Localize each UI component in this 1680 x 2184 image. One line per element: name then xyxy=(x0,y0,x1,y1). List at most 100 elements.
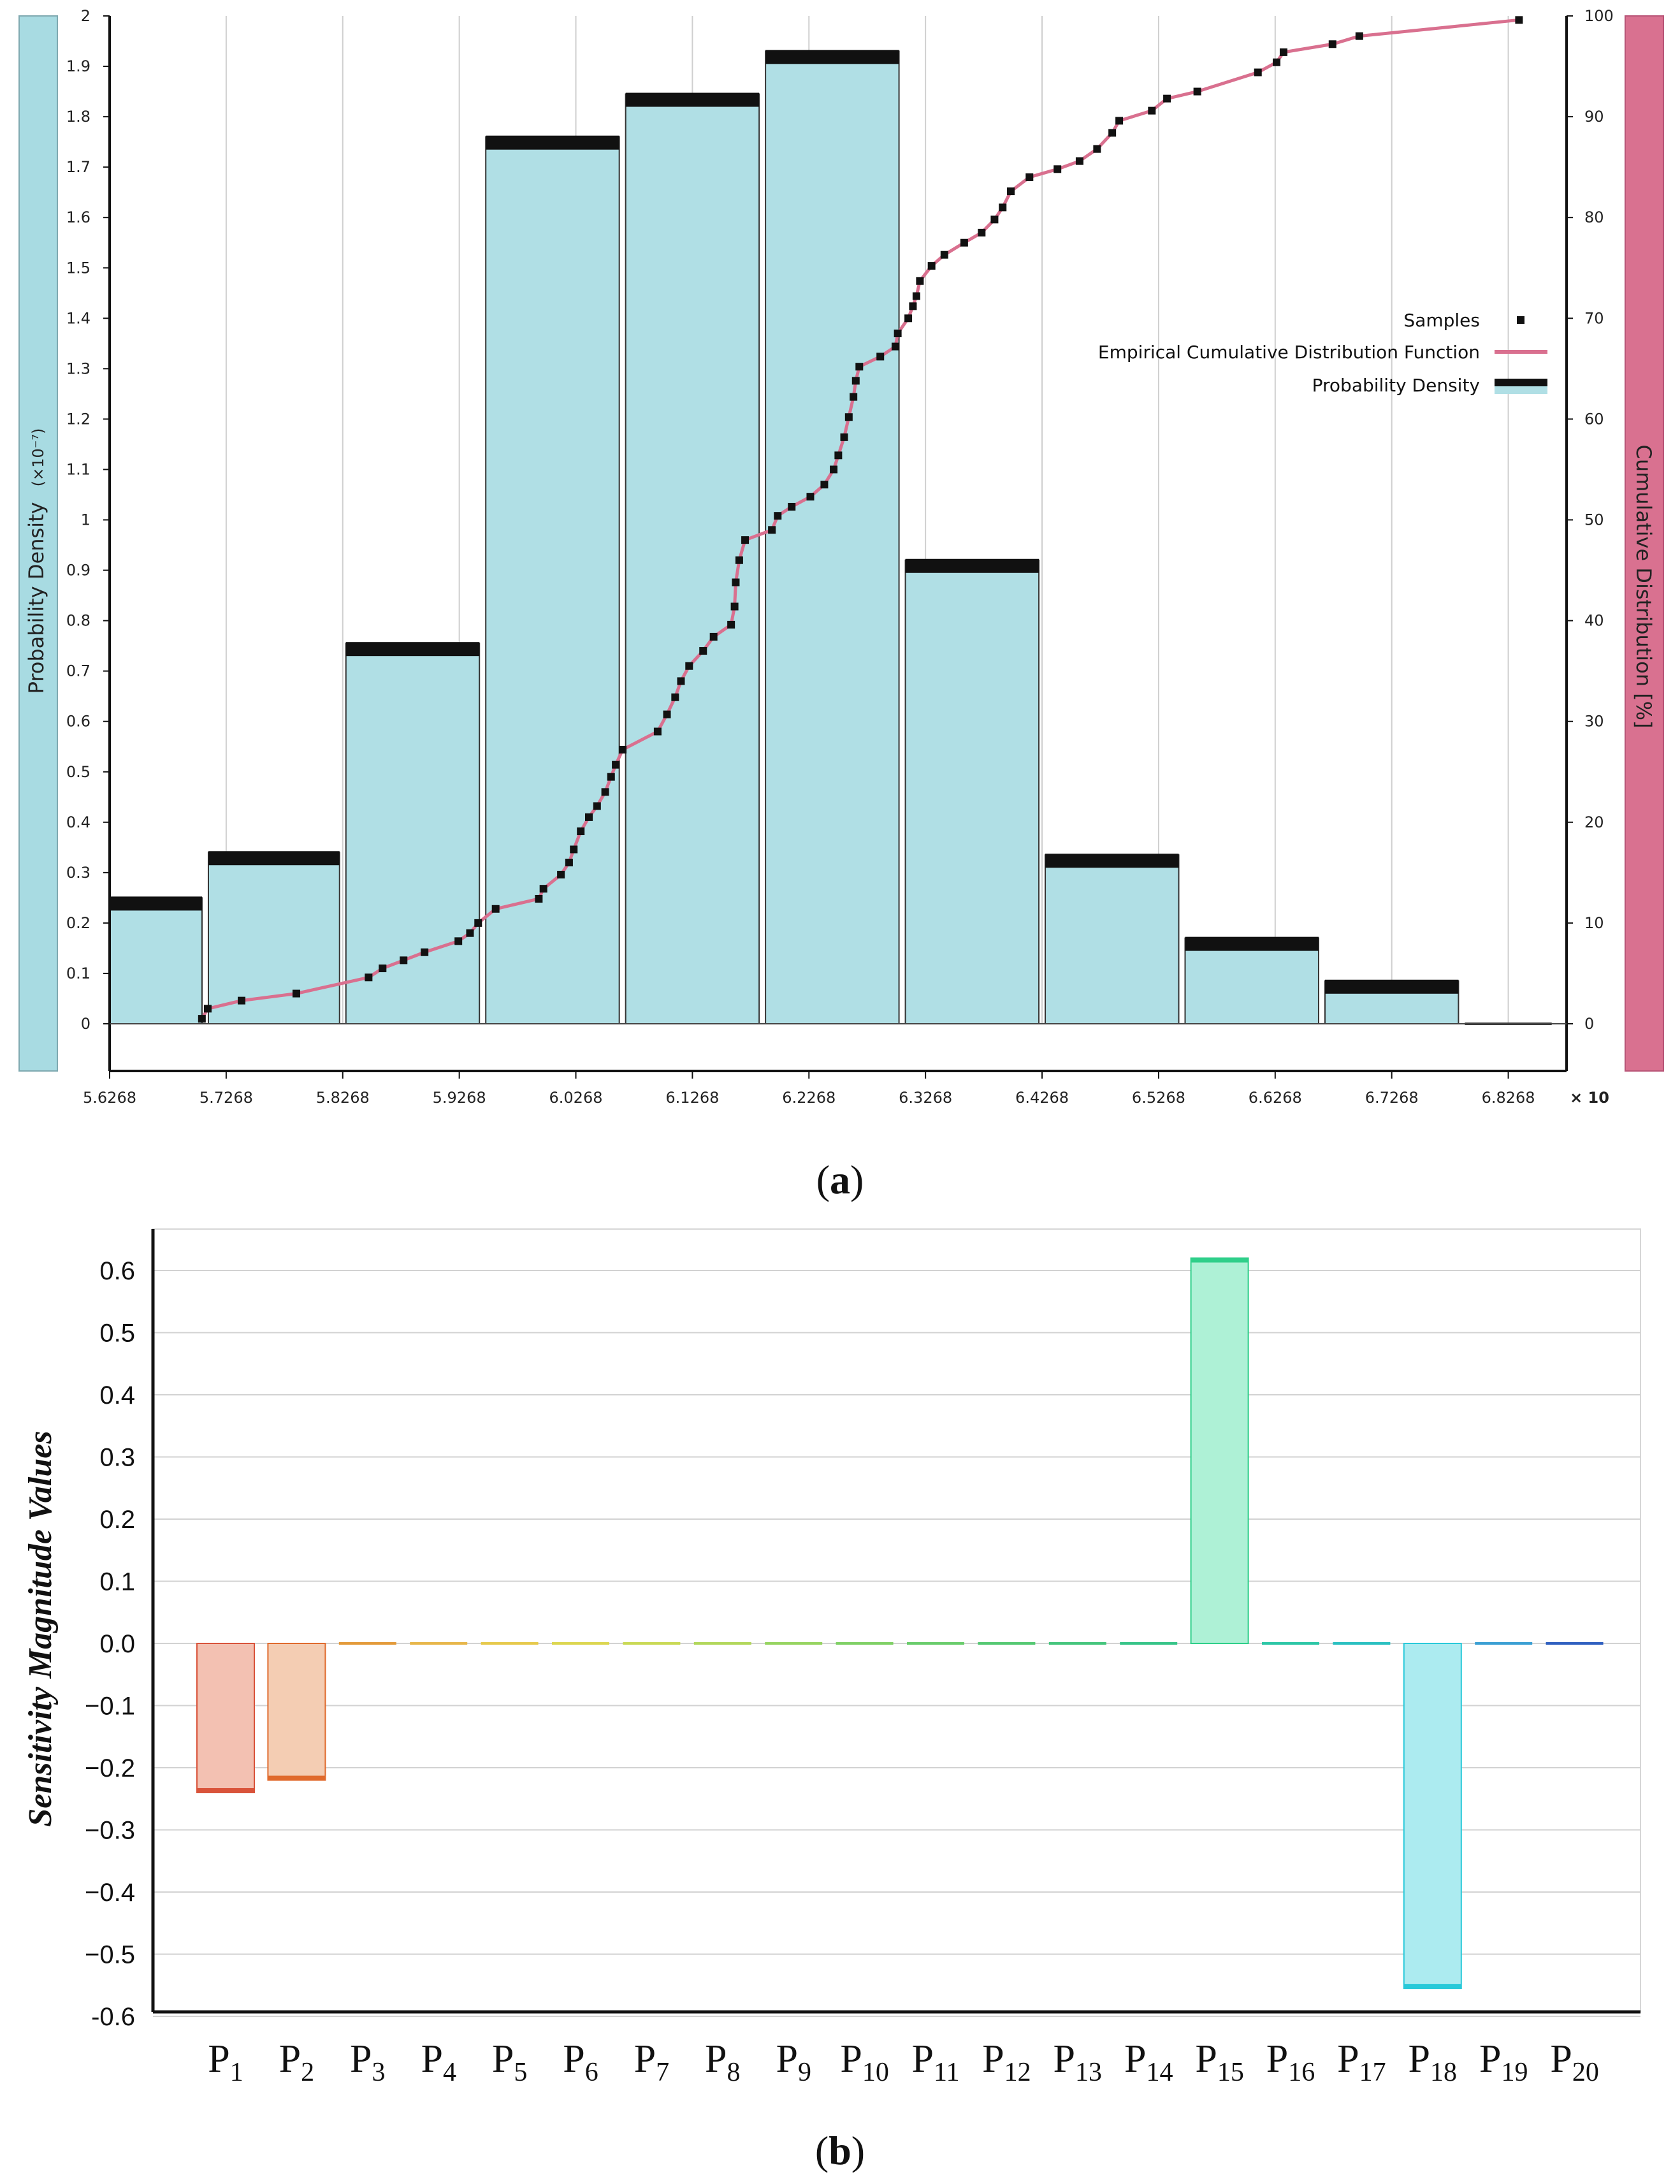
sample-point xyxy=(699,647,707,655)
sample-point xyxy=(891,342,899,351)
sample-point xyxy=(1093,145,1101,153)
histogram-bar xyxy=(765,50,900,1025)
y-right-tick-label: 70 xyxy=(1584,309,1604,327)
y-left-tick-label: 0.2 xyxy=(66,914,91,932)
sample-point xyxy=(768,526,776,534)
panel-a-axes: 0 0.1 0.2 0.3 0.4 0.5 0.6 0.7 0.8 0.9 1 1.1 1.2 1.3 1.… xyxy=(66,7,1614,1107)
sample-point xyxy=(491,905,500,913)
sample-point xyxy=(1355,32,1363,40)
sample-point xyxy=(474,919,482,927)
x-category-label: P16 xyxy=(1266,2037,1315,2087)
sample-point xyxy=(978,228,986,237)
sample-point xyxy=(663,710,671,718)
sample-point xyxy=(820,481,829,489)
left-axis-band xyxy=(18,15,58,1072)
horizontal-gridlines xyxy=(152,1228,1641,2017)
y-tick-label: −0.3 xyxy=(85,1817,135,1845)
sample-point xyxy=(1115,117,1124,125)
y-right-tick-label: 80 xyxy=(1584,208,1604,226)
sample-point xyxy=(990,215,999,224)
sample-point xyxy=(1279,48,1287,56)
y-right-tick-label: 30 xyxy=(1584,713,1604,731)
sensitivity-bar-cap xyxy=(1403,1984,1461,1989)
x-tick-label: 6.6268 xyxy=(1249,1089,1302,1107)
sensitivity-bar-cap xyxy=(197,1788,254,1793)
sample-point xyxy=(1163,94,1171,103)
y-right-tick-label: 40 xyxy=(1584,612,1604,630)
sample-point xyxy=(1025,173,1034,181)
x-tick-label: 6.1268 xyxy=(665,1089,719,1107)
x-category-label: P14 xyxy=(1124,2037,1173,2087)
x-category-label: P18 xyxy=(1408,2037,1457,2087)
x-category-label: P20 xyxy=(1550,2037,1598,2087)
sample-point xyxy=(735,556,743,564)
sample-point xyxy=(912,292,920,300)
sample-point xyxy=(454,937,463,945)
y-tick-label: 0.6 xyxy=(99,1257,135,1285)
legend-label: Probability Density xyxy=(1312,375,1480,396)
y-tick-label: 0.1 xyxy=(99,1568,135,1596)
y-tick-label: 0.4 xyxy=(99,1381,135,1409)
histogram-bar xyxy=(485,136,620,1025)
y-left-tick-label: 1.8 xyxy=(66,108,91,126)
sensitivity-bar-cap xyxy=(1191,1258,1249,1263)
x-tick-label: 6.3268 xyxy=(899,1089,952,1107)
y-left-tick-label: 1.5 xyxy=(66,259,91,277)
histogram-bar-top xyxy=(1185,936,1319,951)
y-left-tick-label: 0 xyxy=(81,1015,91,1033)
sample-point xyxy=(850,393,858,401)
x-tick-label: 6.0268 xyxy=(549,1089,603,1107)
y-left-tick-label: 1.9 xyxy=(66,57,91,75)
x-category-label: P13 xyxy=(1054,2037,1102,2087)
sample-point xyxy=(421,948,429,956)
sensitivity-bars xyxy=(196,1257,1604,1990)
sensitivity-bar xyxy=(267,1643,326,1781)
sample-point xyxy=(834,451,843,460)
sample-point xyxy=(671,693,679,701)
legend-marker-samples xyxy=(1517,316,1524,324)
x-category-label: P7 xyxy=(634,2037,669,2087)
sample-point xyxy=(1272,58,1280,66)
histogram-bar-top xyxy=(625,92,760,107)
sample-point xyxy=(909,302,917,310)
histogram-bar-top xyxy=(486,135,619,150)
sample-point xyxy=(904,314,913,323)
legend-label: Samples xyxy=(1403,310,1480,331)
y-left-tick-label: 1.7 xyxy=(66,158,91,176)
x-tick-label: 6.5268 xyxy=(1132,1089,1185,1107)
sample-point xyxy=(539,885,547,893)
y-right-tick-label: 50 xyxy=(1584,511,1604,529)
histogram-bar-top xyxy=(110,896,202,911)
y-left-tick-label: 2 xyxy=(81,7,91,25)
y-tick-label: −0.1 xyxy=(85,1693,135,1721)
y-tick-label: 0.0 xyxy=(99,1630,135,1658)
sample-point xyxy=(830,465,838,474)
sample-point xyxy=(365,973,373,982)
sample-point xyxy=(1007,187,1015,196)
y-left-tick-label: 1 xyxy=(81,511,91,529)
x-category-label: P9 xyxy=(776,2037,811,2087)
sample-point xyxy=(612,761,620,769)
sample-point xyxy=(840,433,848,441)
x-tick-label: 5.6268 xyxy=(83,1089,136,1107)
y-tick-label: −0.4 xyxy=(85,1879,135,1907)
y-tick-label: 0.3 xyxy=(99,1444,135,1472)
histogram-bar xyxy=(1184,937,1319,1024)
sample-point xyxy=(894,330,902,338)
panel-b-sensitivity-chart: Sensitivity Magnitude Values 0.60.50.40.… xyxy=(22,1228,1641,2173)
sample-point xyxy=(741,536,749,544)
x-category-label: P17 xyxy=(1337,2037,1386,2087)
sample-point xyxy=(607,773,615,781)
histogram-bar-top xyxy=(1045,854,1179,868)
histogram-bar-top xyxy=(905,558,1039,573)
sample-point xyxy=(1254,68,1262,76)
y-left-tick-label: 1.3 xyxy=(66,360,91,377)
x-category-label: P15 xyxy=(1195,2037,1243,2087)
sample-point xyxy=(851,377,860,385)
x-tick-label: 6.2268 xyxy=(782,1089,836,1107)
sample-point xyxy=(292,989,300,998)
sample-point xyxy=(570,845,578,854)
sample-point xyxy=(1108,129,1117,137)
histogram-bar-top xyxy=(345,642,480,657)
y-tick-label: −0.2 xyxy=(85,1754,135,1782)
